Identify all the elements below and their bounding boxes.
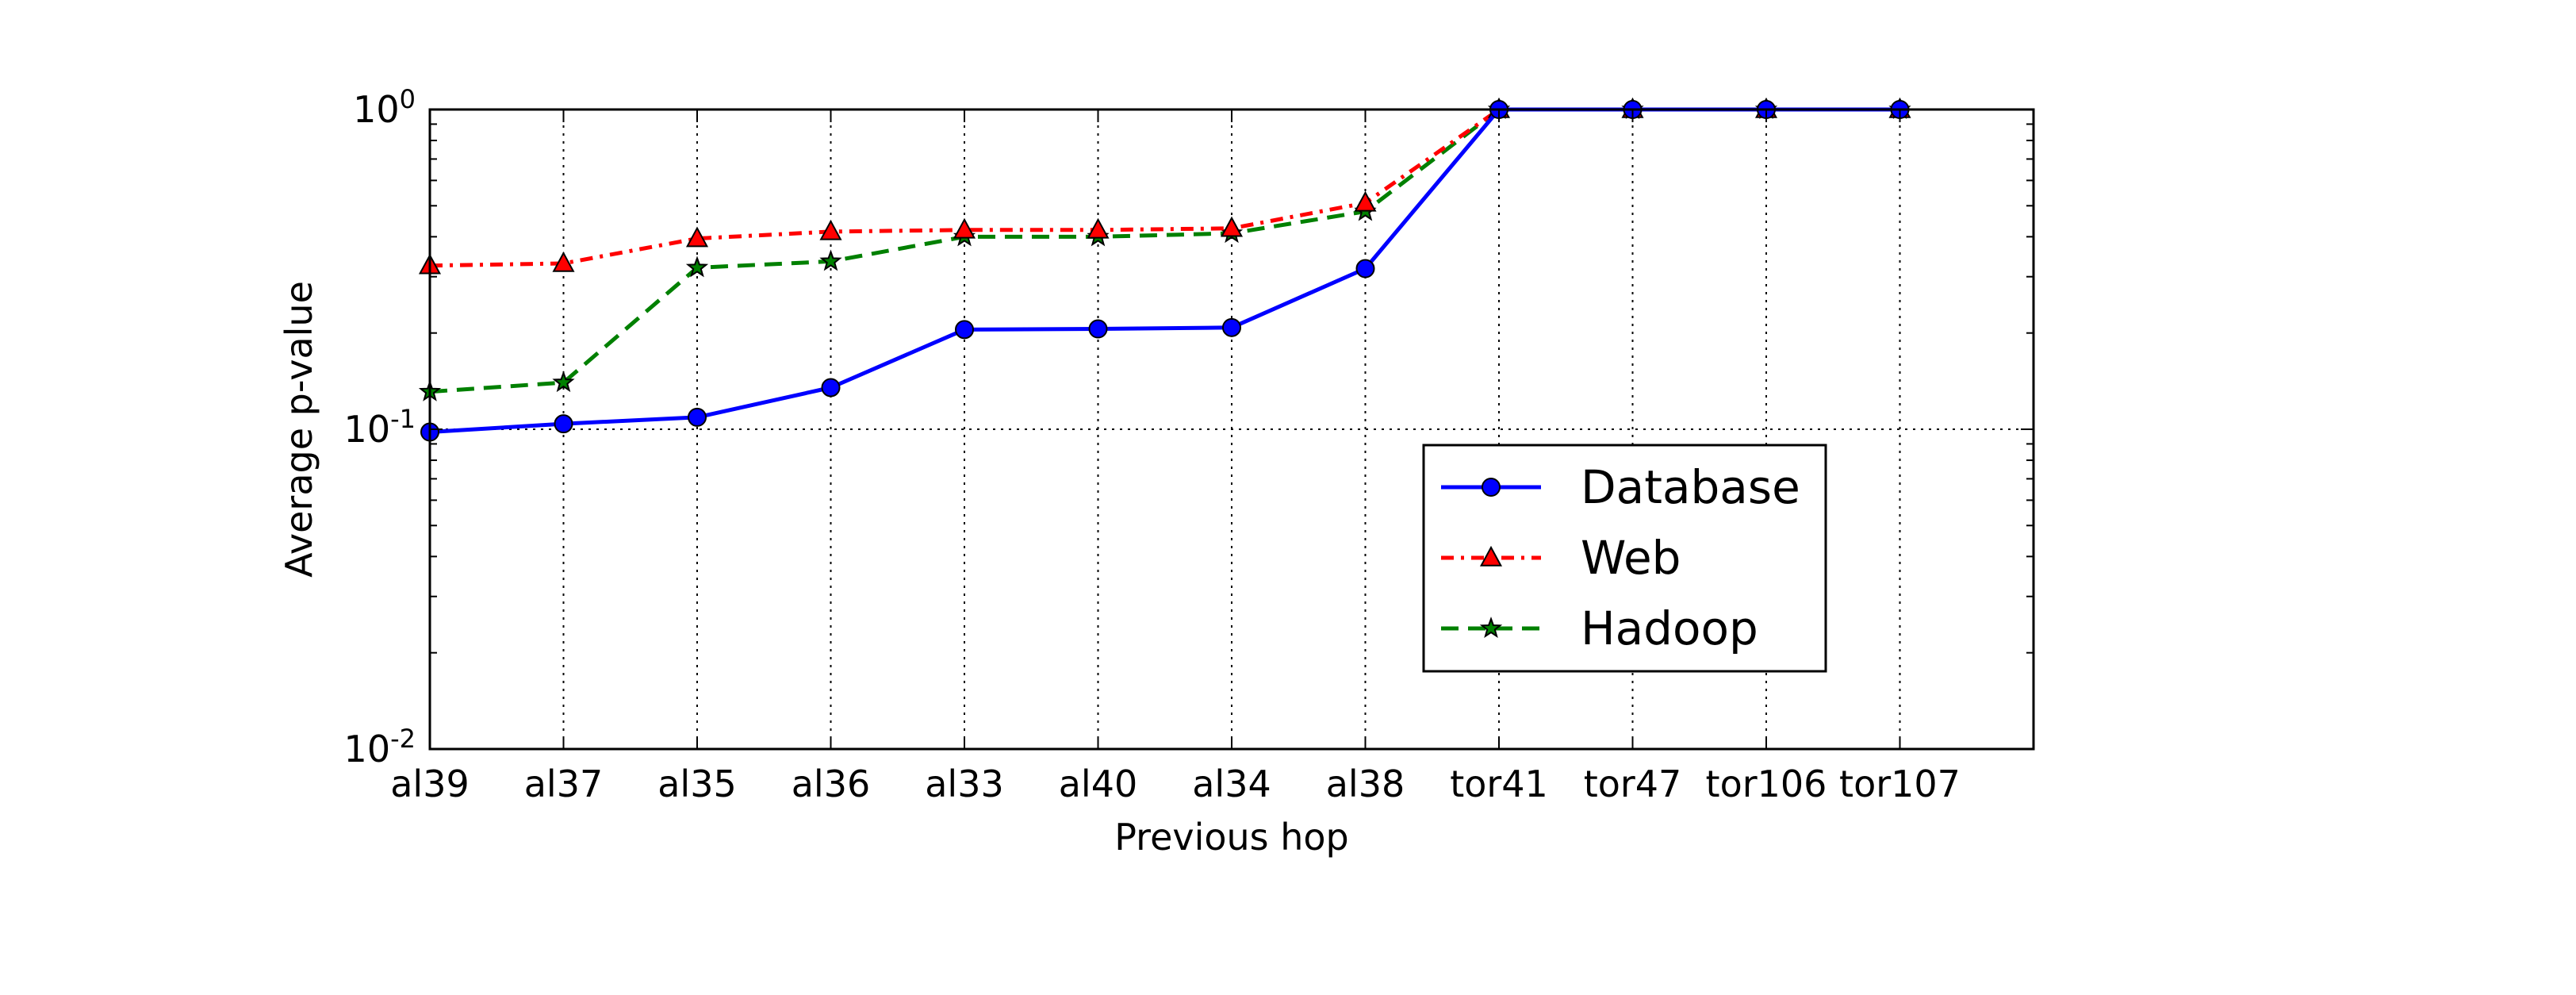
x-tick-label: tor106	[1706, 763, 1827, 805]
data-point	[552, 251, 575, 272]
legend-label: Database	[1581, 460, 1800, 514]
data-point	[1355, 259, 1375, 279]
data-point	[1087, 217, 1110, 239]
data-point	[1222, 317, 1241, 337]
series-line	[429, 107, 1900, 268]
legend-label: Hadoop	[1581, 601, 1758, 655]
x-tick-label: al33	[925, 763, 1004, 805]
x-tick-label: al34	[1192, 763, 1271, 805]
y-tick-label: 10-1	[344, 404, 416, 451]
legend: Database Web Hadoop	[1422, 444, 1827, 673]
x-tick-label: al35	[657, 763, 737, 805]
data-point	[953, 217, 976, 239]
series-layer	[418, 97, 1911, 442]
data-point	[1354, 190, 1377, 212]
x-tick-label: al40	[1059, 763, 1138, 805]
data-point	[819, 219, 842, 240]
x-tick-label: tor107	[1839, 763, 1961, 805]
data-point	[955, 320, 974, 340]
data-point	[821, 378, 841, 398]
data-point	[1220, 216, 1244, 237]
data-point	[554, 414, 573, 434]
series-database	[420, 100, 1910, 442]
data-point	[685, 226, 709, 248]
y-axis-label: Average p-value	[278, 281, 320, 578]
x-tick-label: tor47	[1584, 763, 1682, 805]
data-point	[1479, 617, 1503, 639]
x-tick-label: tor41	[1450, 763, 1548, 805]
data-point	[1088, 319, 1108, 339]
series-line	[429, 107, 1900, 394]
x-tick-label: al38	[1326, 763, 1405, 805]
data-point	[685, 255, 709, 278]
x-axis: al39 al37 al35 al36 al33 al40 al34 al38 tor41 tor…	[390, 109, 1961, 805]
y-tick-label: 100	[353, 84, 416, 131]
series-web	[418, 97, 1911, 275]
y-axis: 100 10-1 10-2	[344, 84, 2034, 770]
data-point	[688, 407, 707, 427]
data-point	[552, 371, 575, 393]
series-line	[429, 107, 1900, 434]
x-tick-label: al36	[792, 763, 871, 805]
y-tick-label: 10-2	[344, 724, 416, 770]
x-axis-label: Previous hop	[1114, 816, 1349, 859]
data-point	[819, 249, 842, 271]
x-tick-label: al39	[390, 763, 470, 805]
legend-label: Web	[1581, 531, 1681, 585]
x-tick-label: al37	[524, 763, 604, 805]
data-point	[1479, 545, 1503, 567]
data-point	[1482, 478, 1501, 497]
